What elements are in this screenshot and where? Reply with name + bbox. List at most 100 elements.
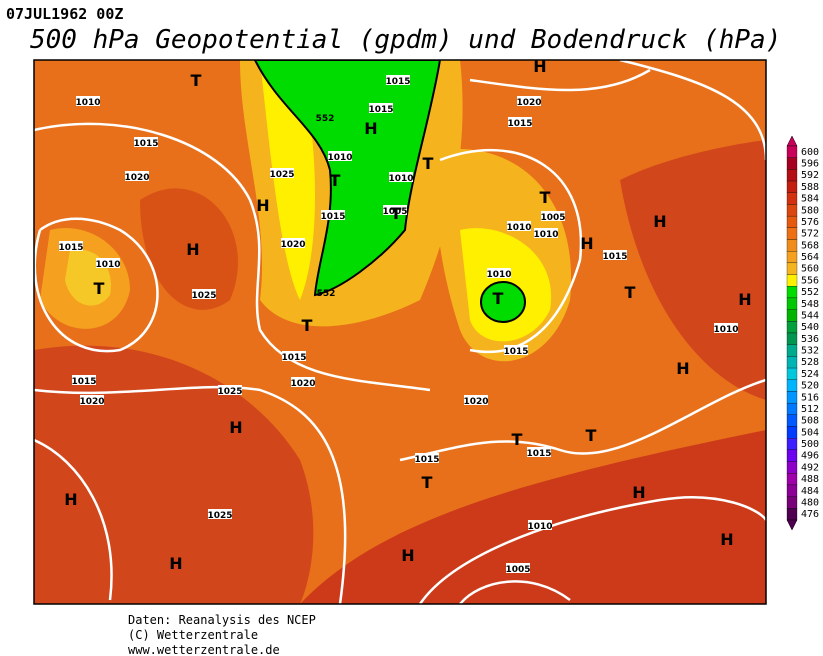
colorbar-swatch: [786, 145, 798, 158]
isobar-label: 1010: [527, 522, 552, 532]
pressure-center: H: [401, 546, 414, 565]
isobar-label-bg: [507, 221, 531, 231]
isobar-label: 1010: [533, 230, 558, 240]
colorbar-label: 568: [801, 240, 819, 251]
colorbar: 6005965925885845805765725685645605565525…: [786, 135, 819, 531]
footer-line: www.wetterzentrale.de: [128, 643, 280, 656]
pressure-center: H: [64, 490, 77, 509]
colorbar-swatch: [786, 321, 798, 334]
isobar-label-bg: [389, 172, 413, 182]
map-frame: [33, 59, 767, 605]
footer-line: (C) Wetterzentrale: [128, 628, 258, 642]
isobar-label-bg: [270, 168, 294, 178]
colorbar-label: 528: [801, 357, 819, 368]
pressure-center: T: [493, 289, 504, 308]
colorbar-swatch: [786, 204, 798, 217]
pressure-center: H: [653, 212, 666, 231]
colorbar-label: 564: [801, 252, 819, 263]
isobar-label-bg: [517, 96, 541, 106]
isobar-label-bg: [76, 96, 100, 106]
isobar-label-bg: [281, 238, 305, 248]
colorbar-label: 484: [801, 486, 819, 497]
isobar-label: 1015: [385, 77, 410, 87]
colorbar-swatch: [786, 391, 798, 404]
colorbar-swatch: [786, 496, 798, 509]
isobar-label: 1015: [368, 105, 393, 115]
isobar-label-bg: [508, 117, 532, 127]
isobar-label-bg: [506, 563, 530, 573]
colorbar-label: 504: [801, 427, 819, 438]
isobar-label: 1010: [506, 223, 531, 233]
isobar-label-bg: [386, 75, 410, 85]
colorbar-swatch: [786, 402, 798, 415]
colorbar-swatch: [786, 262, 798, 275]
date: 07JUL1962 00Z: [6, 5, 123, 23]
colorbar-label: 536: [801, 334, 819, 345]
isobar-label: 1015: [281, 353, 306, 363]
colorbar-swatch: [786, 157, 798, 170]
colorbar-label: 544: [801, 310, 819, 321]
isobar-label-bg: [192, 289, 216, 299]
isobar-label: 1015: [503, 347, 528, 357]
colorbar-label: 512: [801, 404, 819, 415]
isobar-label-bg: [80, 395, 104, 405]
colorbar-swatch: [786, 239, 798, 252]
colorbar-label: 508: [801, 416, 819, 427]
pressure-center: H: [533, 57, 546, 76]
isobar-label: 1010: [95, 260, 120, 270]
colorbar-label: 552: [801, 287, 819, 298]
colorbar-swatch: [786, 484, 798, 497]
isobar-label-bg: [208, 509, 232, 519]
pressure-center: T: [391, 204, 402, 223]
pressure-center: H: [676, 359, 689, 378]
isobar-label-bg: [282, 351, 306, 361]
pressure-center: H: [738, 290, 751, 309]
colorbar-swatch: [786, 309, 798, 322]
colorbar-label: 540: [801, 322, 819, 333]
colorbar-label: 548: [801, 299, 819, 310]
pressure-center: T: [302, 316, 313, 335]
colorbar-swatch: [786, 426, 798, 439]
colorbar-label: 532: [801, 346, 819, 357]
contour-label: 552: [317, 289, 336, 299]
colorbar-label: 576: [801, 217, 819, 228]
isobar-label: 1015: [526, 449, 551, 459]
isobar-label-bg: [504, 345, 528, 355]
isobar-label: 1015: [414, 455, 439, 465]
colorbar-label: 592: [801, 170, 819, 181]
isobar-label: 1020: [280, 240, 305, 250]
isobar-label-bg: [321, 210, 345, 220]
colorbar-label: 560: [801, 264, 819, 275]
colorbar-label: 496: [801, 451, 819, 462]
contour-label: 552: [316, 114, 335, 124]
colorbar-label: 580: [801, 205, 819, 216]
colorbar-swatch: [786, 251, 798, 264]
isobar-label: 1005: [540, 213, 565, 223]
pressure-center: H: [632, 483, 645, 502]
pressure-center: T: [330, 171, 341, 190]
colorbar-swatch: [786, 508, 798, 521]
colorbar-swatch: [786, 367, 798, 380]
isobar-label-bg: [125, 171, 149, 181]
map: [34, 60, 766, 604]
isobar-label: 1010: [75, 98, 100, 108]
pressure-center: T: [540, 188, 551, 207]
isobar-label: 1015: [133, 139, 158, 149]
colorbar-swatch: [786, 332, 798, 345]
colorbar-swatch: [786, 286, 798, 299]
isobar-label-bg: [369, 103, 393, 113]
colorbar-swatch: [786, 344, 798, 357]
isobar-label-bg: [528, 520, 552, 530]
colorbar-swatch: [786, 180, 798, 193]
pressure-center: T: [512, 430, 523, 449]
isobar-label: 1010: [388, 174, 413, 184]
isobar-label-bg: [328, 151, 352, 161]
colorbar-arrow-bottom: [786, 519, 798, 531]
colorbar-swatch: [786, 169, 798, 182]
pressure-center: T: [423, 154, 434, 173]
isobar-label: 1015: [71, 377, 96, 387]
colorbar-label: 492: [801, 462, 819, 473]
pressure-center: H: [720, 530, 733, 549]
colorbar-swatch: [786, 379, 798, 392]
isobar-label-bg: [218, 385, 242, 395]
